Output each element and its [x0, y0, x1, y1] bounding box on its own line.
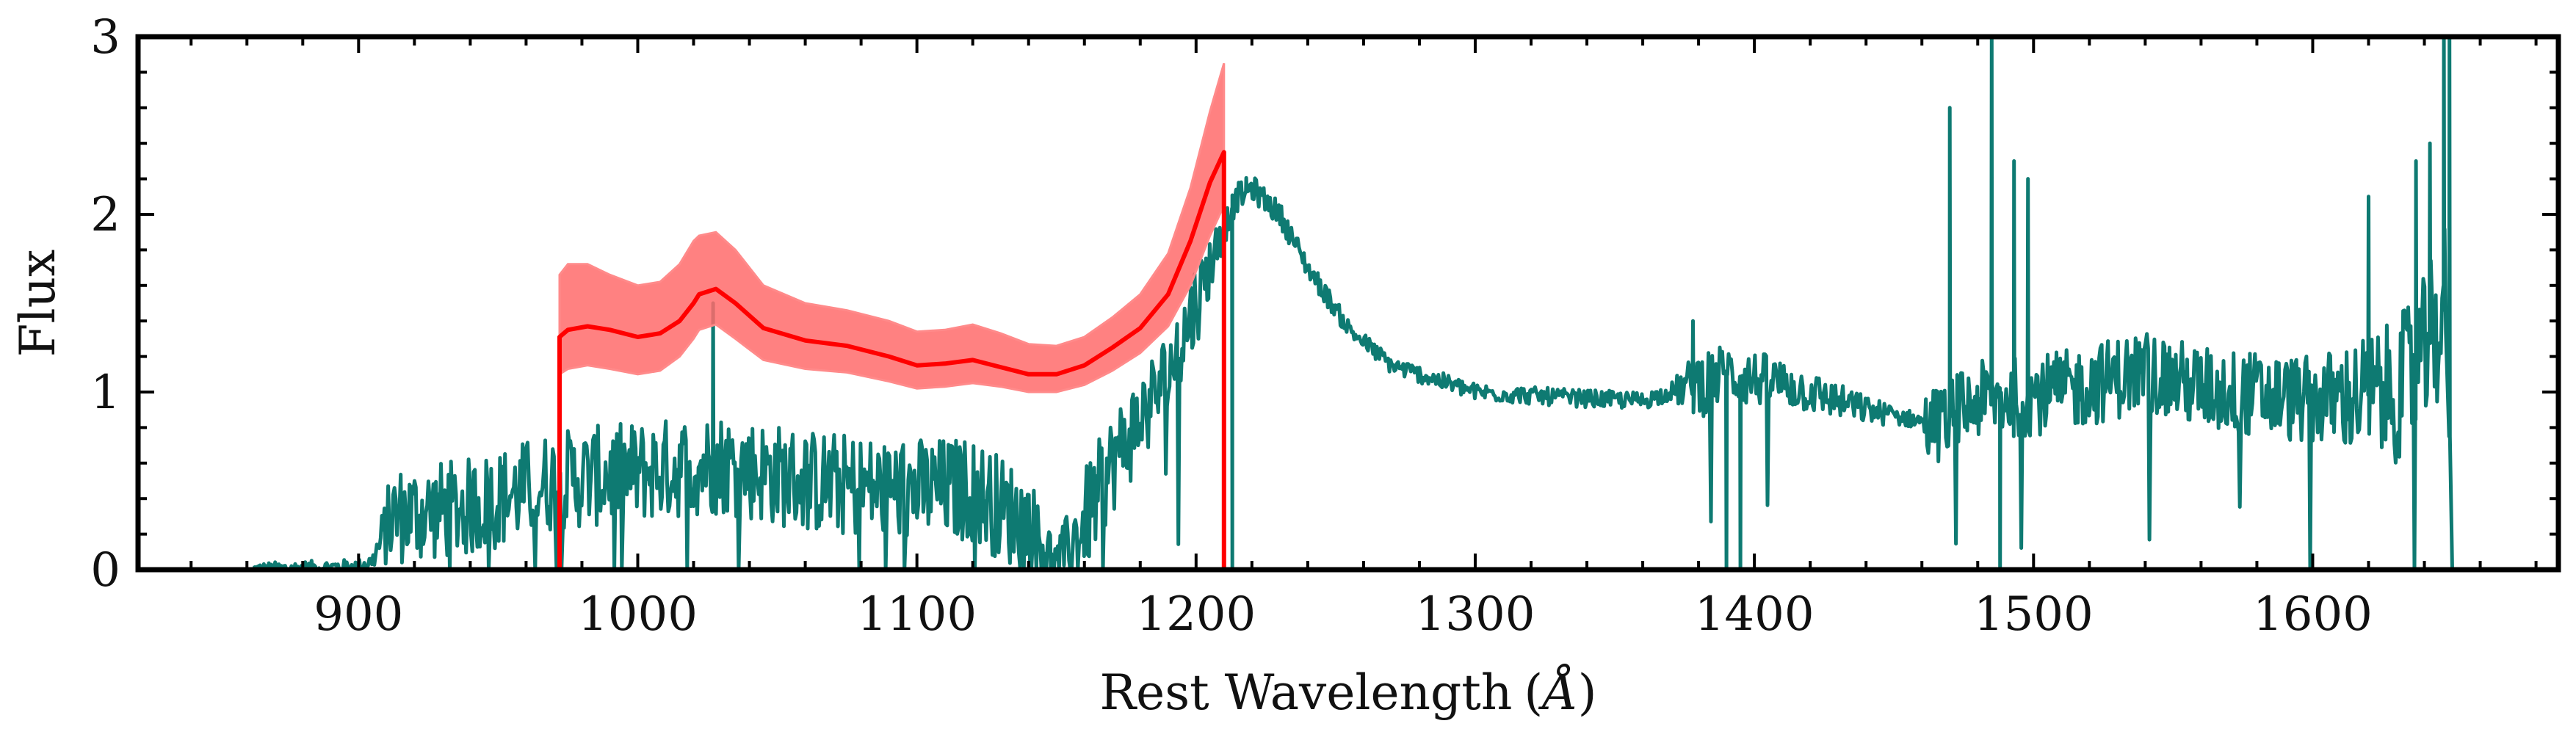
x-axis-unit: Å — [1538, 664, 1578, 721]
y-tick-label: 3 — [90, 10, 120, 65]
x-tick-label: 1600 — [2253, 587, 2373, 642]
y-axis-title: Flux — [10, 250, 66, 358]
spectrum-line — [252, 37, 2454, 570]
plot-frame — [135, 34, 2561, 573]
y-tick-label: 1 — [90, 366, 120, 420]
x-tick-label: 1300 — [1416, 587, 1535, 642]
plot-area — [252, 37, 2454, 570]
y-tick-label: 0 — [90, 543, 120, 598]
x-tick-label: 1200 — [1136, 587, 1256, 642]
x-axis-title: Rest Wavelength (Å) — [1099, 664, 1596, 721]
x-axis-label: Rest Wavelength — [1099, 664, 1512, 721]
x-tick-label: 1000 — [578, 587, 698, 642]
x-tick-label: 1500 — [1974, 587, 2094, 642]
model-median-line — [557, 150, 1226, 570]
x-tick-label: 900 — [314, 587, 403, 642]
model-uncertainty-band — [558, 62, 1226, 393]
tick-labels: 900 1000 1100 1200 1300 1400 1500 1600 0 1 2 3 — [90, 10, 2373, 642]
x-tick-label: 1400 — [1695, 587, 1815, 642]
y-tick-label: 2 — [90, 188, 120, 242]
x-tick-label: 1100 — [857, 587, 977, 642]
